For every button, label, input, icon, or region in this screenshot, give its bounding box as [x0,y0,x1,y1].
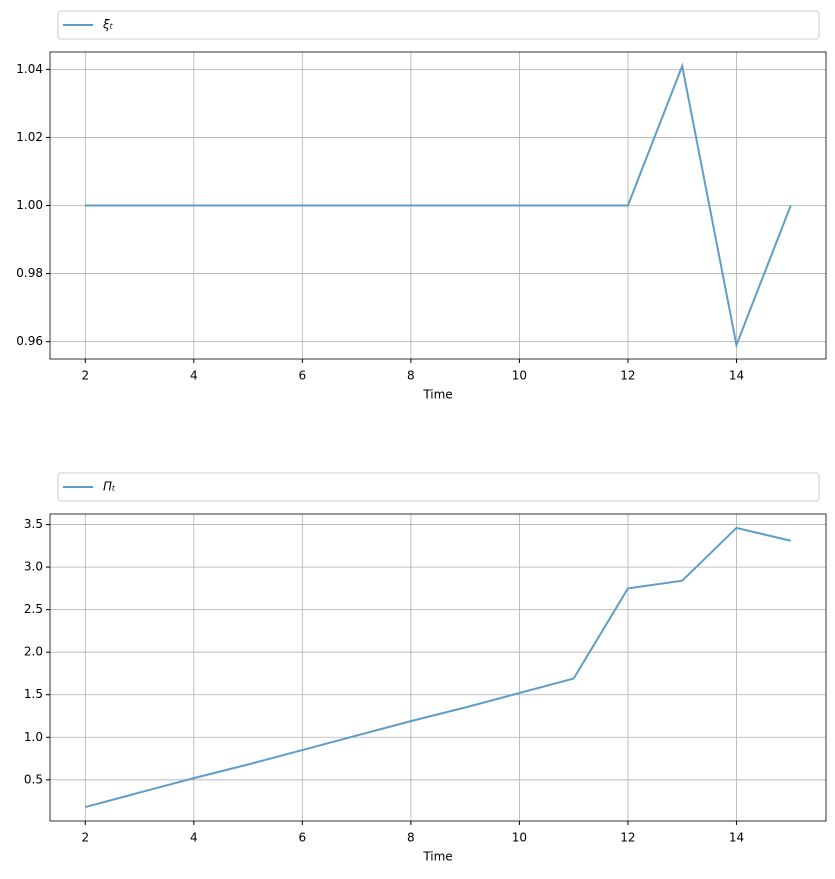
x-axis-label: Time [422,850,452,864]
legend-box [57,472,820,502]
y-tick-label: 2.0 [24,645,43,659]
y-tick-label: 0.96 [16,334,43,348]
x-tick-label: 8 [407,831,415,845]
x-tick-label: 10 [512,831,527,845]
x-tick-label: 6 [299,369,307,383]
x-tick-label: 12 [620,369,635,383]
y-tick-label: 1.04 [16,62,43,76]
y-tick-label: 1.00 [16,198,43,212]
y-tick-label: 3.5 [24,517,43,531]
legend-label: Πₜ [103,480,116,494]
axes-frame [49,513,827,822]
data-line [85,526,791,809]
x-tick-label: 4 [190,831,198,845]
x-tick-label: 2 [81,831,89,845]
y-tick-label: 0.98 [16,266,43,280]
x-axis-label: Time [422,388,452,402]
x-tick-label: 4 [190,369,198,383]
y-tick-label: 1.02 [16,130,43,144]
y-tick-label: 1.0 [24,730,43,744]
legend-box [57,10,820,40]
y-tick-label: 1.5 [24,687,43,701]
y-tick-label: 2.5 [24,602,43,616]
x-tick-label: 8 [407,369,415,383]
x-tick-label: 12 [620,831,635,845]
x-tick-label: 6 [299,831,307,845]
x-tick-label: 14 [729,369,744,383]
y-tick-label: 0.5 [24,772,43,786]
x-tick-label: 10 [512,369,527,383]
y-tick-label: 3.0 [24,560,43,574]
x-tick-label: 2 [81,369,89,383]
axes-frame [49,51,827,360]
x-tick-label: 14 [729,831,744,845]
legend-label: ξₜ [102,18,114,32]
data-line [85,62,792,349]
